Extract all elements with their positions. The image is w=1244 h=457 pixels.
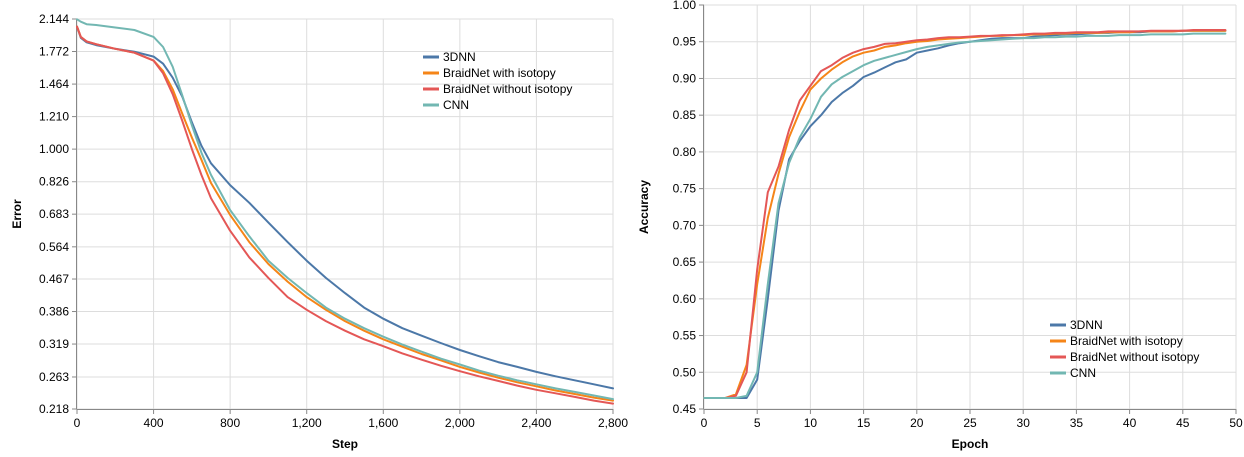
- grid-lines: [703, 4, 1237, 410]
- series-lines: [76, 18, 614, 405]
- x-tick-label: 50: [1229, 416, 1243, 430]
- y-tick-label: 0.319: [39, 337, 69, 351]
- y-tick-label: 0.65: [673, 255, 697, 269]
- x-tick-label: 0: [701, 416, 708, 430]
- x-axis-title: Step: [332, 437, 358, 451]
- legend-label: 3DNN: [443, 50, 476, 64]
- x-tick-label: 10: [804, 416, 818, 430]
- x-tick-label: 2,400: [521, 416, 551, 430]
- x-tick-label: 35: [1070, 416, 1084, 430]
- x-tick-label: 1,600: [368, 416, 398, 430]
- x-tick-label: 40: [1123, 416, 1137, 430]
- y-tick-label: 0.467: [39, 272, 69, 286]
- y-tick-label: 1.464: [39, 77, 69, 91]
- x-axis-title: Epoch: [952, 437, 989, 451]
- y-tick-label: 1.00: [673, 0, 697, 12]
- y-tick-label: 0.45: [673, 402, 697, 416]
- error-chart: 0 400 800 1,200 1,600 2,000 2,400 2,800 2.144 1.7…: [10, 12, 628, 451]
- series-line: [703, 32, 1227, 399]
- y-tick-label: 0.683: [39, 207, 69, 221]
- y-tick-label: 1.000: [39, 142, 69, 156]
- legend-label: CNN: [443, 98, 469, 112]
- x-tick-label: 25: [963, 416, 977, 430]
- y-tick-label: 0.386: [39, 305, 69, 319]
- y-tick-label: 1.210: [39, 110, 69, 124]
- y-tick-label: 0.564: [39, 240, 69, 254]
- y-tick-label: 0.55: [673, 329, 697, 343]
- legend-label: CNN: [1070, 366, 1096, 380]
- legend-label: 3DNN: [1070, 318, 1103, 332]
- series-line: [703, 29, 1227, 399]
- x-tick-label: 400: [144, 416, 164, 430]
- x-tick-label: 2,000: [445, 416, 475, 430]
- x-tick-label: 2,800: [598, 416, 628, 430]
- y-tick-label: 0.70: [673, 218, 697, 232]
- x-tick-label: 1,200: [292, 416, 322, 430]
- y-tick-label: 0.826: [39, 175, 69, 189]
- grid-lines: [76, 18, 614, 410]
- y-axis-title: Error: [10, 199, 24, 229]
- y-tick-label: 0.263: [39, 370, 69, 384]
- legend: 3DNN BraidNet with isotopy BraidNet withou…: [1050, 318, 1199, 380]
- legend-label: BraidNet with isotopy: [443, 66, 556, 80]
- y-axis-title: Accuracy: [637, 180, 651, 234]
- y-tick-label: 0.60: [673, 292, 697, 306]
- y-tick-label: 0.90: [673, 71, 697, 85]
- y-tick-label: 2.144: [39, 12, 69, 26]
- y-tick-label: 0.85: [673, 108, 697, 122]
- y-tick-label: 1.772: [39, 45, 69, 59]
- legend-label: BraidNet without isotopy: [1070, 350, 1199, 364]
- series-line: [76, 25, 614, 390]
- x-tick-label: 5: [754, 416, 761, 430]
- series-lines: [703, 29, 1227, 399]
- y-tick-label: 0.80: [673, 145, 697, 159]
- legend-label: BraidNet with isotopy: [1070, 334, 1183, 348]
- x-tick-label: 20: [910, 416, 924, 430]
- legend-label: BraidNet without isotopy: [443, 82, 572, 96]
- y-tick-label: 0.75: [673, 182, 697, 196]
- y-tick-label: 0.50: [673, 365, 697, 379]
- x-tick-label: 45: [1176, 416, 1190, 430]
- x-tick-label: 15: [857, 416, 871, 430]
- y-tick-label: 0.95: [673, 35, 697, 49]
- legend: 3DNN BraidNet with isotopy BraidNet withou…: [423, 50, 572, 112]
- series-line: [76, 25, 614, 405]
- x-tick-label: 800: [220, 416, 240, 430]
- y-tick-label: 0.218: [39, 402, 69, 416]
- x-tick-label: 0: [74, 416, 81, 430]
- accuracy-chart: 0 5 10 15 20 25 30 35 40 45 50 1.00 0.95 0.90 0.85 0.80…: [637, 0, 1243, 451]
- series-line: [76, 18, 614, 401]
- x-tick-label: 30: [1017, 416, 1031, 430]
